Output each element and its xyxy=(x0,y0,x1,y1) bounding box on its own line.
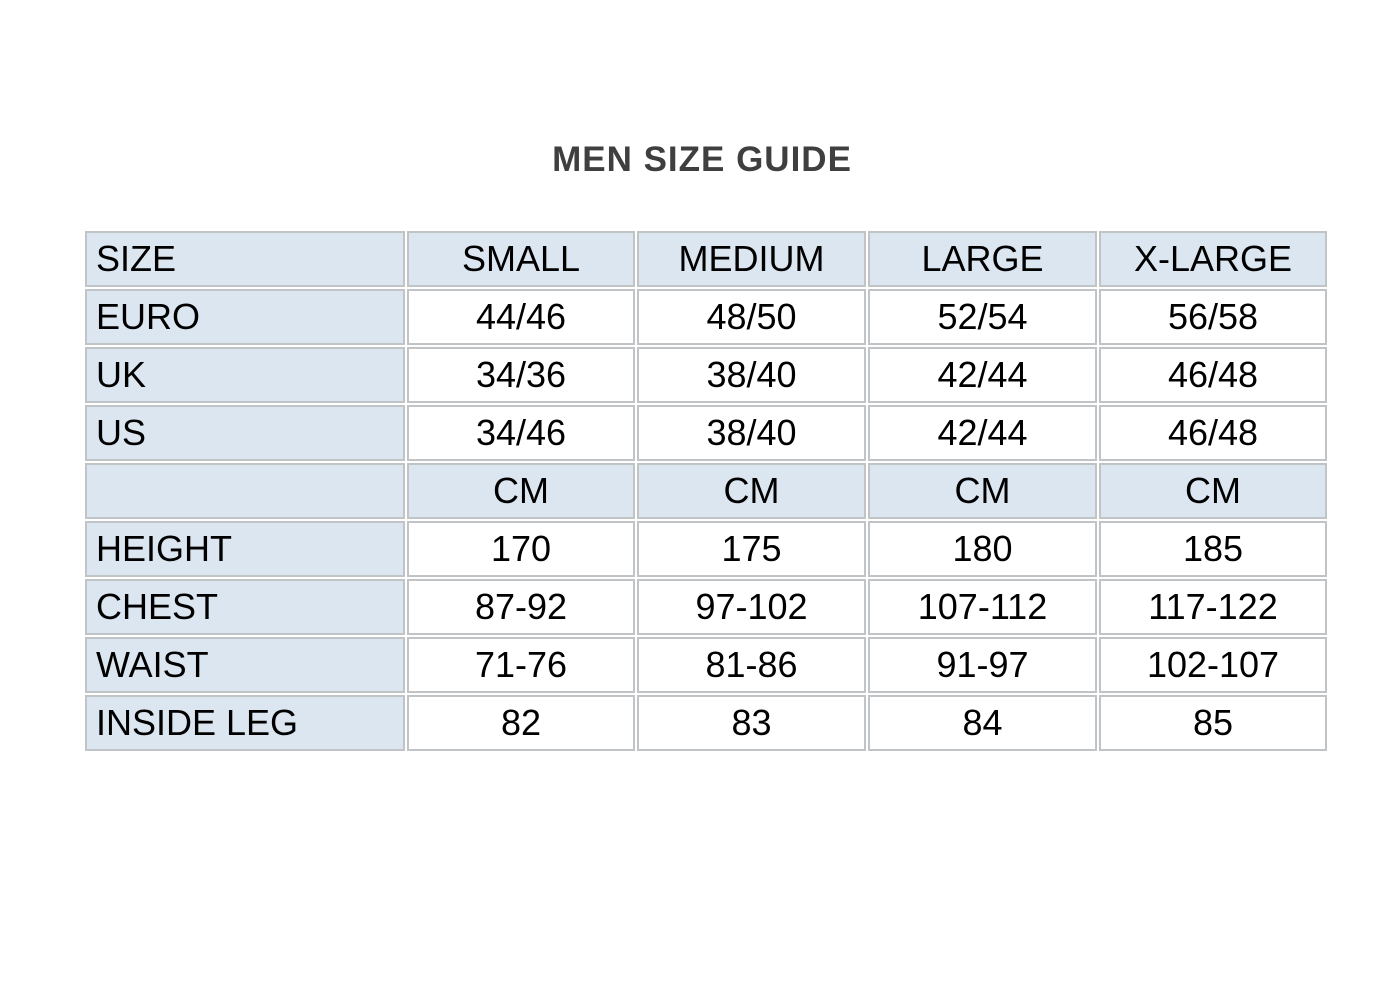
table-row-chest: CHEST 87-92 97-102 107-112 117-122 xyxy=(85,579,1327,635)
data-cell: 34/46 xyxy=(407,405,635,461)
data-cell: 82 xyxy=(407,695,635,751)
data-cell: 102-107 xyxy=(1099,637,1327,693)
row-label-empty xyxy=(85,463,405,519)
data-cell: 117-122 xyxy=(1099,579,1327,635)
data-cell: 91-97 xyxy=(868,637,1097,693)
data-cell: 42/44 xyxy=(868,405,1097,461)
data-cell: 107-112 xyxy=(868,579,1097,635)
data-cell: 46/48 xyxy=(1099,347,1327,403)
data-cell: 97-102 xyxy=(637,579,866,635)
header-cell-xlarge: X-LARGE xyxy=(1099,231,1327,287)
data-cell: 71-76 xyxy=(407,637,635,693)
data-cell: 83 xyxy=(637,695,866,751)
data-cell: 56/58 xyxy=(1099,289,1327,345)
unit-cell: CM xyxy=(407,463,635,519)
row-label-euro: EURO xyxy=(85,289,405,345)
header-cell-size: SIZE xyxy=(85,231,405,287)
table-row-us: US 34/46 38/40 42/44 46/48 xyxy=(85,405,1327,461)
header-cell-medium: MEDIUM xyxy=(637,231,866,287)
header-cell-large: LARGE xyxy=(868,231,1097,287)
table-header-row: SIZE SMALL MEDIUM LARGE X-LARGE xyxy=(85,231,1327,287)
row-label-us: US xyxy=(85,405,405,461)
data-cell: 175 xyxy=(637,521,866,577)
row-label-inside-leg: INSIDE LEG xyxy=(85,695,405,751)
row-label-height: HEIGHT xyxy=(85,521,405,577)
data-cell: 34/36 xyxy=(407,347,635,403)
data-cell: 85 xyxy=(1099,695,1327,751)
data-cell: 42/44 xyxy=(868,347,1097,403)
size-guide-table: SIZE SMALL MEDIUM LARGE X-LARGE EURO 44/… xyxy=(83,229,1329,753)
row-label-uk: UK xyxy=(85,347,405,403)
row-label-chest: CHEST xyxy=(85,579,405,635)
unit-cell: CM xyxy=(868,463,1097,519)
data-cell: 38/40 xyxy=(637,347,866,403)
data-cell: 185 xyxy=(1099,521,1327,577)
table-row-euro: EURO 44/46 48/50 52/54 56/58 xyxy=(85,289,1327,345)
data-cell: 48/50 xyxy=(637,289,866,345)
data-cell: 38/40 xyxy=(637,405,866,461)
row-label-waist: WAIST xyxy=(85,637,405,693)
data-cell: 170 xyxy=(407,521,635,577)
data-cell: 46/48 xyxy=(1099,405,1327,461)
data-cell: 180 xyxy=(868,521,1097,577)
table-row-uk: UK 34/36 38/40 42/44 46/48 xyxy=(85,347,1327,403)
table-row-cm-units: CM CM CM CM xyxy=(85,463,1327,519)
unit-cell: CM xyxy=(637,463,866,519)
unit-cell: CM xyxy=(1099,463,1327,519)
page-title: MEN SIZE GUIDE xyxy=(552,140,852,179)
header-cell-small: SMALL xyxy=(407,231,635,287)
table-row-height: HEIGHT 170 175 180 185 xyxy=(85,521,1327,577)
data-cell: 44/46 xyxy=(407,289,635,345)
data-cell: 87-92 xyxy=(407,579,635,635)
data-cell: 84 xyxy=(868,695,1097,751)
data-cell: 81-86 xyxy=(637,637,866,693)
table-row-inside-leg: INSIDE LEG 82 83 84 85 xyxy=(85,695,1327,751)
data-cell: 52/54 xyxy=(868,289,1097,345)
table-row-waist: WAIST 71-76 81-86 91-97 102-107 xyxy=(85,637,1327,693)
